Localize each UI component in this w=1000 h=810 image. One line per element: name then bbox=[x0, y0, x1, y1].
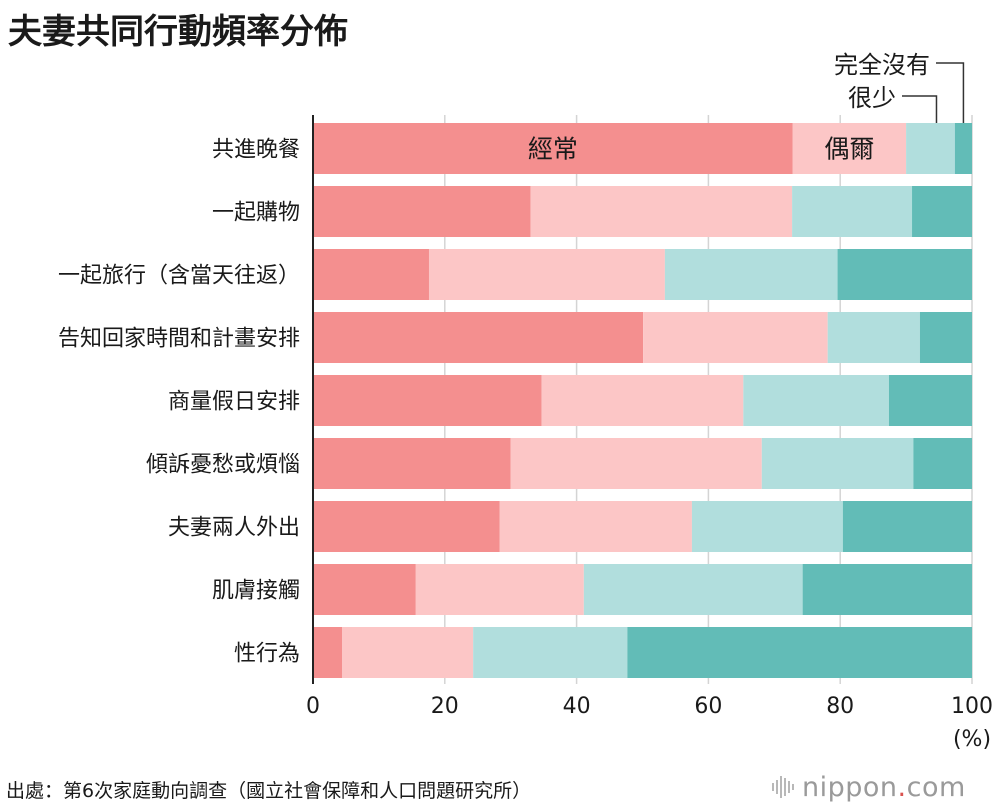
bar-1-series-3 bbox=[906, 123, 955, 174]
bar-2-series-3 bbox=[792, 186, 913, 237]
logo-wordmark: nippon.com bbox=[802, 771, 966, 803]
category-label-7: 夫妻兩人外出 bbox=[168, 516, 300, 541]
x-tick-label-100: 100 bbox=[951, 694, 993, 719]
x-tick-label-20: 20 bbox=[431, 694, 459, 719]
bar-4-series-1 bbox=[313, 312, 644, 363]
bar-9-series-1 bbox=[313, 627, 342, 678]
x-unit-label: (%) bbox=[953, 727, 991, 752]
leader-line-series-3 bbox=[902, 95, 938, 123]
bar-4-series-3 bbox=[827, 312, 920, 363]
bar-6-series-3 bbox=[761, 438, 914, 489]
bar-1-series-4 bbox=[954, 123, 972, 174]
bar-3-series-2 bbox=[428, 249, 665, 300]
category-label-5: 商量假日安排 bbox=[168, 390, 300, 415]
bar-2-series-4 bbox=[912, 186, 972, 237]
category-label-9: 性行為 bbox=[234, 642, 300, 667]
nippon-logo: nippon.com bbox=[772, 770, 966, 804]
bar-3-series-1 bbox=[313, 249, 429, 300]
bar-7-series-3 bbox=[691, 501, 843, 552]
bar-1-series-2 bbox=[792, 123, 907, 174]
bar-5-series-4 bbox=[888, 375, 972, 426]
bar-7-series-1 bbox=[313, 501, 500, 552]
bar-4-series-2 bbox=[643, 312, 828, 363]
x-tick-label-0: 0 bbox=[306, 694, 320, 719]
legend-label-series-2: 偶爾 bbox=[824, 135, 874, 164]
bar-8-series-2 bbox=[415, 564, 584, 615]
logo-bars-icon bbox=[772, 775, 794, 799]
x-tick-label-40: 40 bbox=[563, 694, 591, 719]
bar-2-series-1 bbox=[313, 186, 531, 237]
legend-label-series-1: 經常 bbox=[528, 135, 578, 164]
category-label-4: 告知回家時間和計畫安排 bbox=[58, 327, 300, 352]
bar-8-series-3 bbox=[583, 564, 803, 615]
legend-label-series-3: 很少 bbox=[848, 84, 896, 112]
bar-3-series-3 bbox=[664, 249, 838, 300]
bar-2-series-2 bbox=[530, 186, 793, 237]
chart-title: 夫妻共同行動頻率分佈 bbox=[8, 12, 348, 52]
x-tick-label-60: 60 bbox=[694, 694, 722, 719]
bar-6-series-1 bbox=[313, 438, 511, 489]
bar-1-series-1 bbox=[313, 123, 793, 174]
bar-8-series-1 bbox=[313, 564, 416, 615]
bar-5-series-2 bbox=[541, 375, 744, 426]
source-note: 出處：第6次家庭動向調查（國立社會保障和人口問題研究所） bbox=[6, 780, 532, 802]
bar-9-series-4 bbox=[627, 627, 972, 678]
bar-8-series-4 bbox=[802, 564, 972, 615]
bar-9-series-2 bbox=[341, 627, 474, 678]
category-label-8: 肌膚接觸 bbox=[212, 579, 300, 604]
category-label-1: 共進晚餐 bbox=[212, 138, 300, 163]
legend-label-series-4: 完全沒有 bbox=[834, 51, 930, 79]
bar-5-series-1 bbox=[313, 375, 542, 426]
bar-7-series-4 bbox=[842, 501, 972, 552]
x-tick-label-80: 80 bbox=[826, 694, 854, 719]
category-label-3: 一起旅行（含當天往返） bbox=[58, 264, 300, 289]
bar-6-series-2 bbox=[510, 438, 762, 489]
bar-4-series-4 bbox=[919, 312, 972, 363]
bar-7-series-2 bbox=[499, 501, 692, 552]
bar-5-series-3 bbox=[743, 375, 889, 426]
bar-6-series-4 bbox=[913, 438, 972, 489]
bar-9-series-3 bbox=[473, 627, 628, 678]
leader-line-series-4 bbox=[936, 62, 965, 123]
category-label-2: 一起購物 bbox=[212, 201, 300, 226]
category-label-6: 傾訴憂愁或煩惱 bbox=[146, 453, 300, 478]
bar-3-series-4 bbox=[837, 249, 972, 300]
